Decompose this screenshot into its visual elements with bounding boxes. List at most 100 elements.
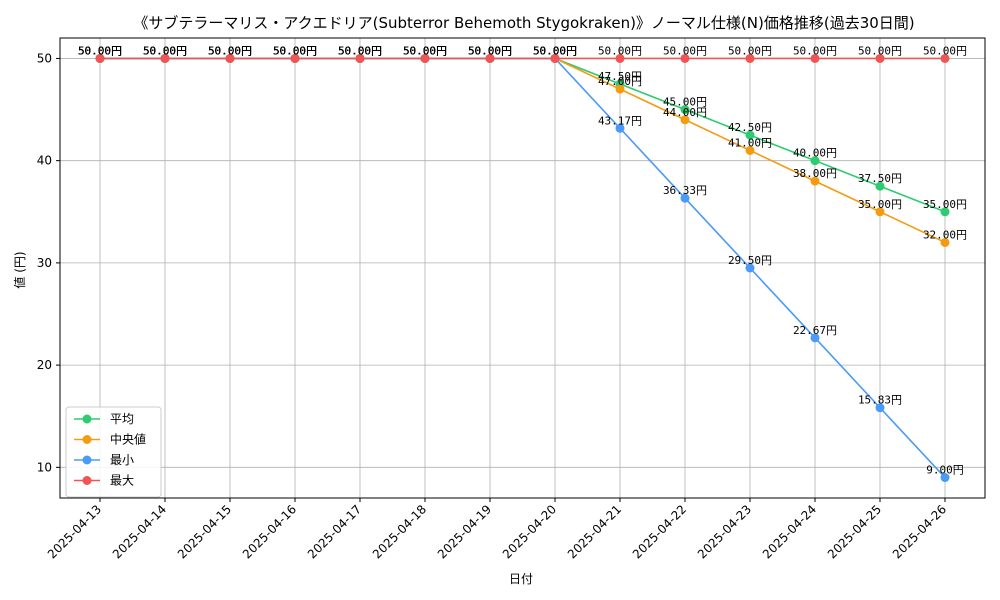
legend-box (65, 406, 162, 498)
data-label: 45.00円 (663, 96, 707, 109)
data-label: 50.00円 (273, 44, 317, 57)
x-tick-label: 2025-04-21 (565, 502, 624, 561)
data-point (420, 53, 430, 63)
data-label: 50.00円 (403, 44, 447, 57)
y-tick-label: 30 (37, 256, 52, 270)
axis-layer: 2025-04-13 2025-04-14 2025-04-15 2025-04-16… (37, 37, 986, 561)
data-point (940, 53, 950, 63)
legend-marker (82, 414, 92, 424)
x-tick-label: 2025-04-18 (370, 502, 429, 561)
data-label: 37.50円 (858, 172, 902, 185)
data-label-layer: 50.00円 50.00円 50.00円 50.00円 50.00円 50.00円 50.0… (78, 44, 967, 476)
data-label: 50.00円 (728, 44, 772, 57)
data-point (615, 53, 625, 63)
data-label: 43.17円 (598, 114, 642, 127)
data-point (875, 403, 885, 413)
legend-label: 最大 (110, 474, 134, 488)
data-point (680, 193, 690, 203)
data-label: 50.00円 (273, 44, 317, 57)
x-tick-label: 2025-04-16 (240, 502, 299, 561)
data-point (810, 53, 820, 63)
data-label: 50.00円 (403, 44, 447, 57)
data-label: 50.00円 (403, 44, 447, 57)
data-label: 15.83円 (858, 394, 902, 407)
data-label: 41.00円 (728, 136, 772, 149)
data-label: 50.00円 (78, 44, 122, 57)
data-label: 50.00円 (78, 44, 122, 57)
data-point (940, 207, 950, 217)
x-tick-label: 2025-04-22 (630, 502, 689, 561)
y-tick-label: 10 (37, 460, 52, 474)
data-point (745, 145, 755, 155)
data-label: 40.00円 (793, 147, 837, 160)
data-label: 50.00円 (663, 44, 707, 57)
data-label: 29.50円 (728, 254, 772, 267)
x-tick-label: 2025-04-13 (45, 502, 104, 561)
data-label: 9.00円 (926, 464, 964, 477)
data-label: 50.00円 (338, 44, 382, 57)
data-point (160, 53, 170, 63)
data-point (680, 53, 690, 63)
x-tick-label: 2025-04-20 (500, 502, 559, 561)
data-label: 50.00円 (78, 44, 122, 57)
x-tick-label: 2025-04-24 (760, 502, 819, 561)
x-tick-label: 2025-04-14 (110, 502, 169, 561)
data-point (485, 53, 495, 63)
x-tick-label: 2025-04-19 (435, 502, 494, 561)
data-label: 50.00円 (273, 44, 317, 57)
data-point (615, 123, 625, 133)
data-label: 50.00円 (598, 44, 642, 57)
data-label: 50.00円 (468, 44, 512, 57)
data-label: 44.00円 (663, 106, 707, 119)
data-label: 50.00円 (533, 44, 577, 57)
data-label: 50.00円 (533, 44, 577, 57)
data-label: 50.00円 (338, 44, 382, 57)
grid-layer (60, 38, 985, 498)
data-label: 50.00円 (208, 44, 252, 57)
y-tick-label: 50 (37, 51, 52, 65)
data-label: 50.00円 (858, 44, 902, 57)
data-label: 42.50円 (728, 121, 772, 134)
data-label: 32.00円 (923, 228, 967, 241)
data-label: 35.00円 (923, 198, 967, 211)
x-tick-label: 2025-04-15 (175, 502, 234, 561)
x-tick-label: 2025-04-17 (305, 502, 364, 561)
series-line (100, 57, 946, 479)
data-label: 50.00円 (143, 44, 187, 57)
data-label: 50.00円 (533, 44, 577, 57)
data-point (810, 156, 820, 166)
chart-title: 《サブテラーマリス・アクエドリア(Subterror Behemoth Styg… (133, 14, 914, 32)
x-tick-label: 2025-04-25 (825, 502, 884, 561)
data-label: 50.00円 (143, 44, 187, 57)
data-point (680, 115, 690, 125)
data-point (95, 53, 105, 63)
plot-frame (59, 37, 986, 499)
data-label: 47.50円 (598, 70, 642, 83)
data-label: 38.00円 (793, 167, 837, 180)
data-point (745, 53, 755, 63)
y-axis-label: 値 (円) (12, 251, 27, 288)
data-point (680, 105, 690, 115)
series-layer (95, 53, 950, 483)
data-point (745, 263, 755, 273)
y-tick-label: 40 (37, 154, 52, 168)
data-point (940, 473, 950, 483)
data-point (940, 237, 950, 247)
data-label: 50.00円 (143, 44, 187, 57)
legend-label: 中央値 (110, 432, 146, 447)
x-tick-label: 2025-04-23 (695, 502, 754, 561)
data-label: 50.00円 (143, 44, 187, 57)
legend-marker (82, 476, 92, 485)
data-label: 50.00円 (468, 44, 512, 57)
data-label: 50.00円 (468, 44, 512, 57)
data-point (875, 181, 885, 191)
data-point (355, 53, 365, 63)
legend-label: 最小 (110, 453, 134, 467)
data-label: 50.00円 (338, 44, 382, 57)
data-label: 47.00円 (598, 75, 642, 88)
legend-label: 平均 (110, 412, 134, 426)
data-point (875, 207, 885, 217)
data-label: 50.00円 (338, 44, 382, 57)
series-line (100, 57, 946, 213)
data-point (290, 53, 300, 63)
